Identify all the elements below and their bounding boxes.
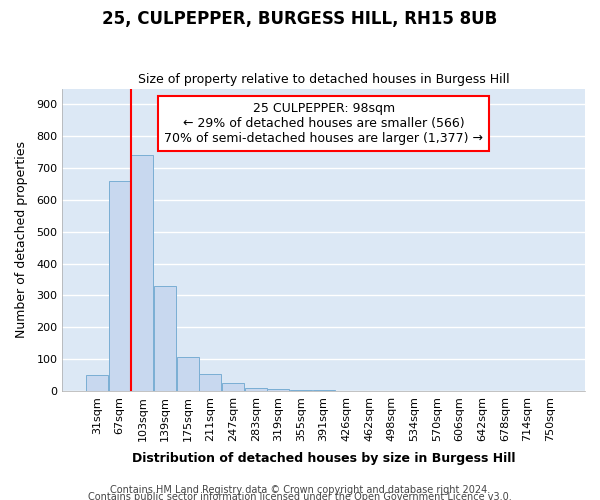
Bar (131, 156, 154, 391)
X-axis label: Distribution of detached houses by size in Burgess Hill: Distribution of detached houses by size … (132, 452, 515, 465)
Bar (290, 390, 312, 391)
Bar (245, 388, 266, 391)
Text: Contains public sector information licensed under the Open Government Licence v3: Contains public sector information licen… (88, 492, 512, 500)
Title: Size of property relative to detached houses in Burgess Hill: Size of property relative to detached ho… (138, 73, 509, 86)
Text: 25, CULPEPPER, BURGESS HILL, RH15 8UB: 25, CULPEPPER, BURGESS HILL, RH15 8UB (103, 10, 497, 28)
Bar (154, 286, 176, 391)
Bar (86, 375, 108, 391)
Text: Contains HM Land Registry data © Crown copyright and database right 2024.: Contains HM Land Registry data © Crown c… (110, 485, 490, 495)
Bar (199, 374, 221, 391)
Text: 25 CULPEPPER: 98sqm
← 29% of detached houses are smaller (566)
70% of semi-detac: 25 CULPEPPER: 98sqm ← 29% of detached ho… (164, 102, 483, 145)
Bar (268, 390, 289, 391)
Bar (222, 383, 244, 391)
Bar (313, 390, 335, 391)
Bar (177, 357, 199, 391)
Bar (109, 181, 131, 391)
Y-axis label: Number of detached properties: Number of detached properties (15, 141, 28, 338)
